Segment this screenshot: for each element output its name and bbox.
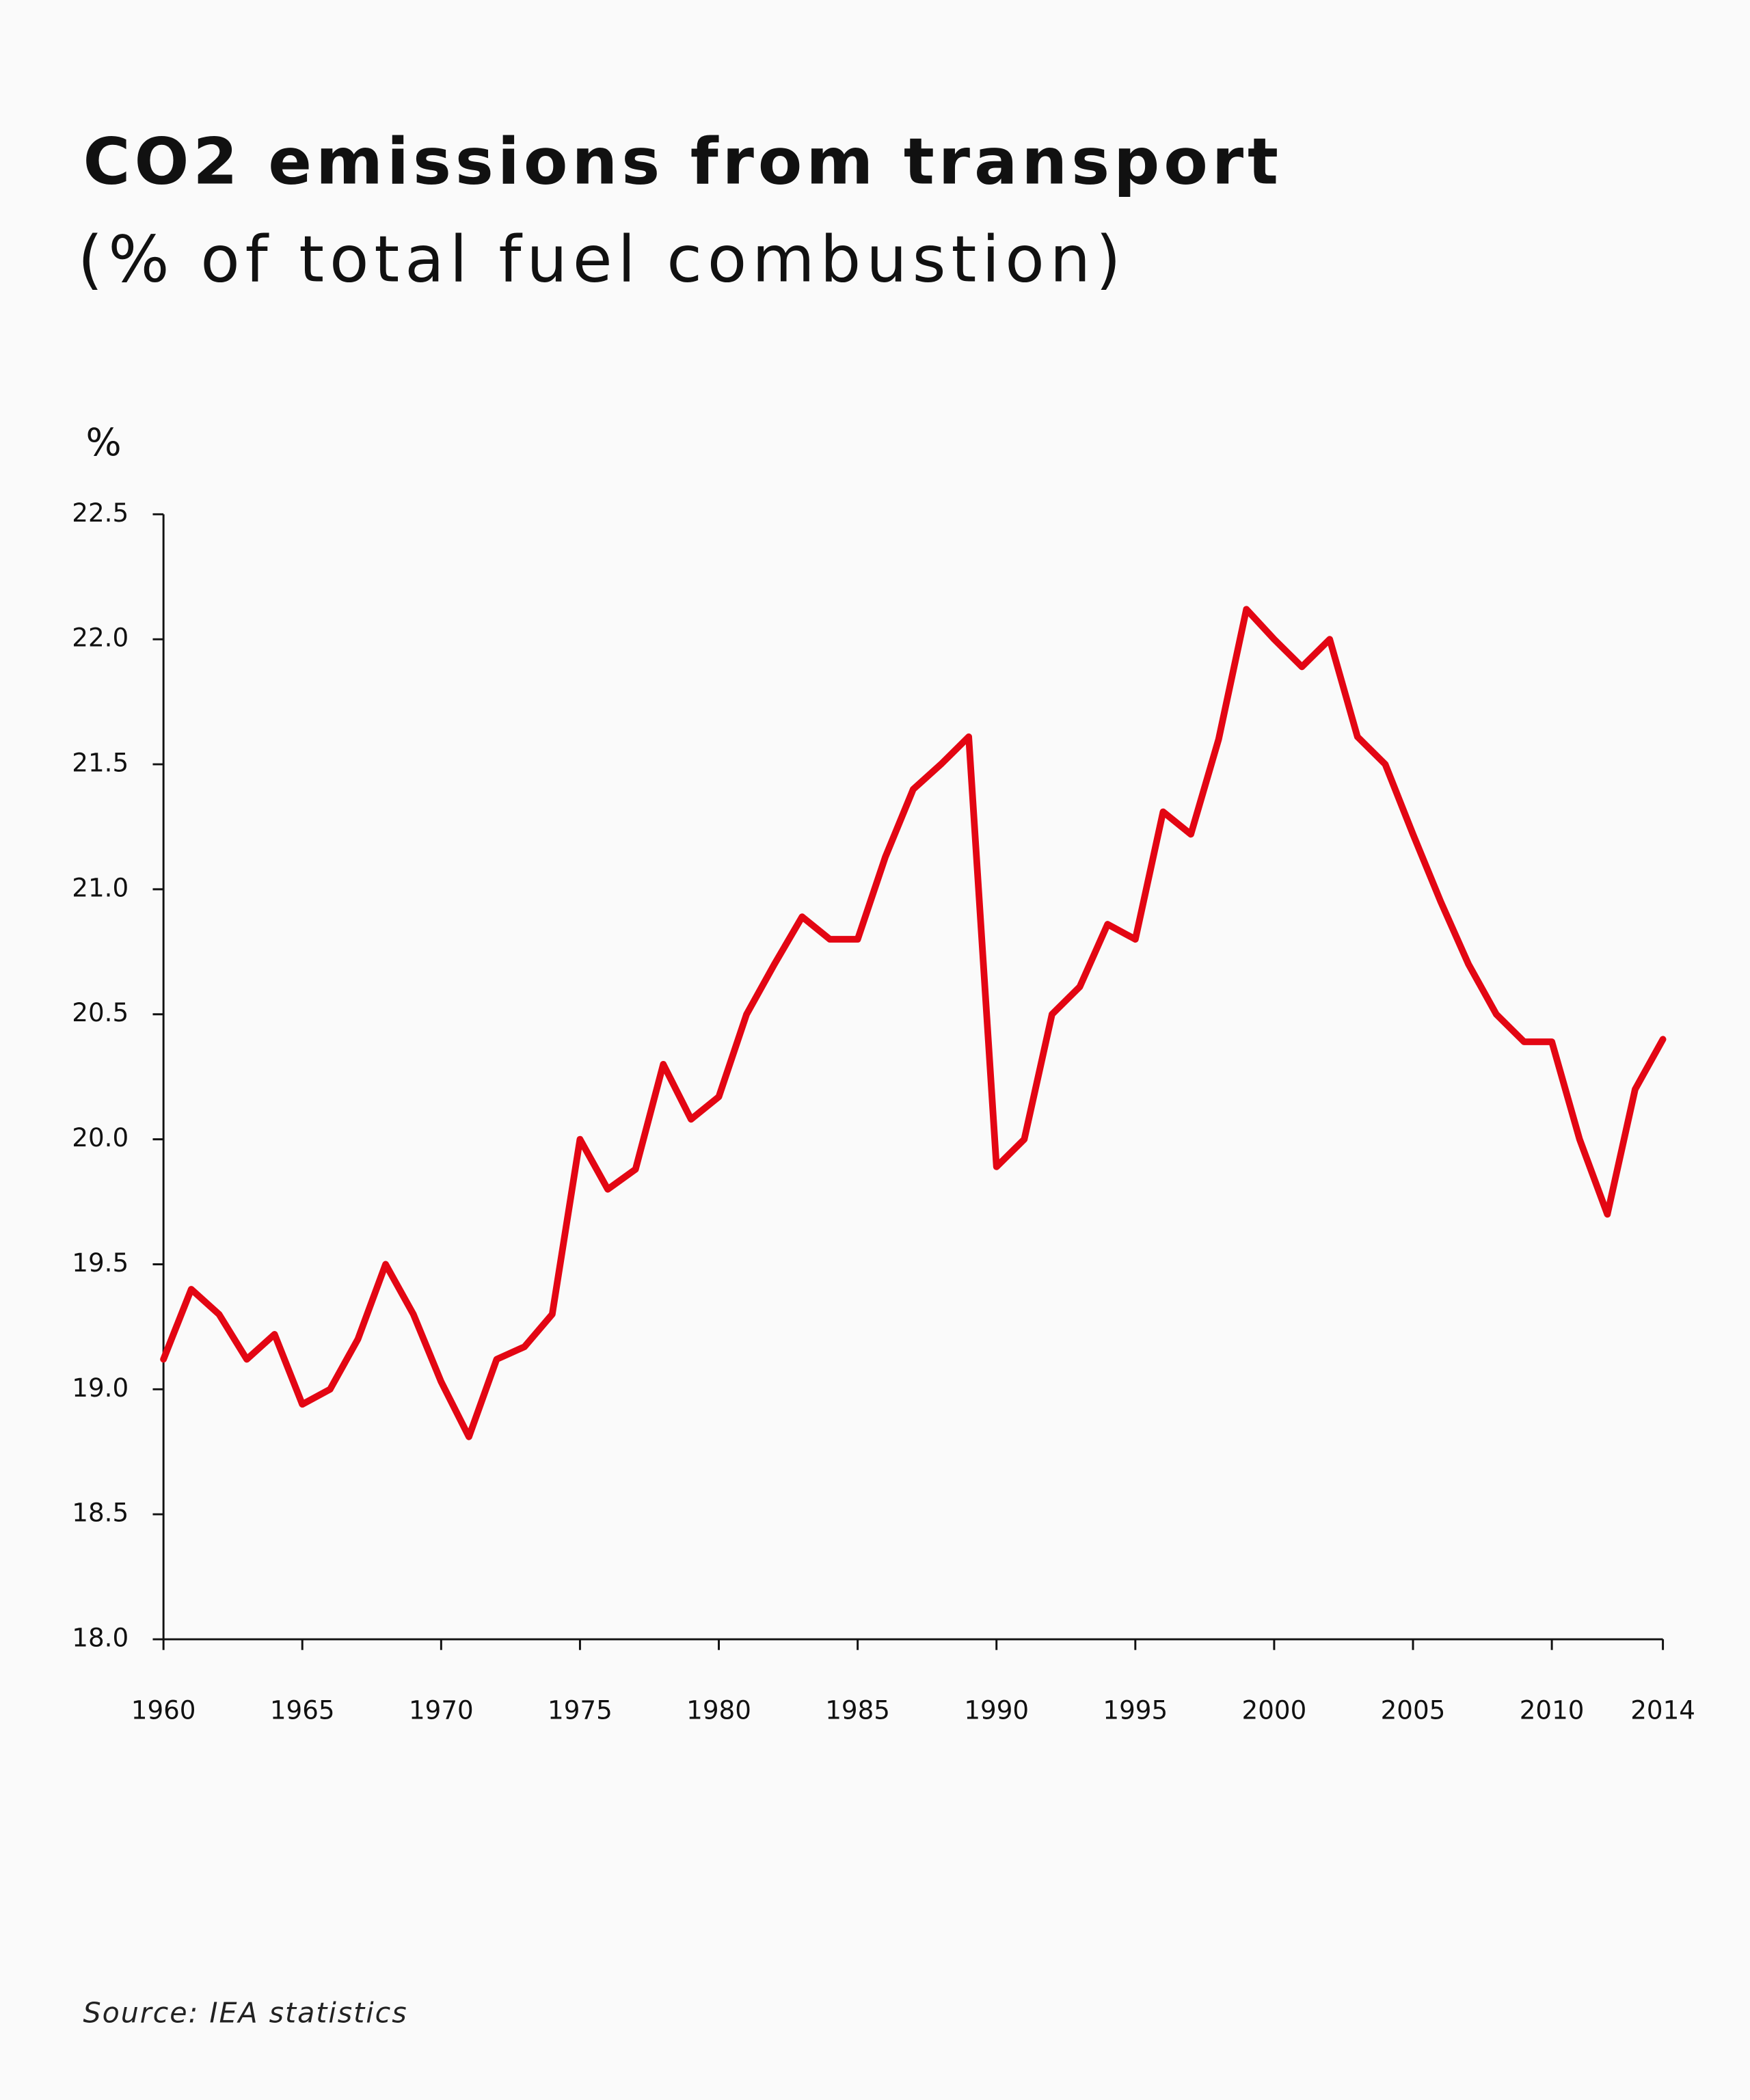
chart-title: CO2 emissions from transport	[83, 124, 1282, 199]
y-tick-label: 18.0	[72, 1623, 129, 1653]
y-tick-label: 19.5	[72, 1248, 129, 1278]
x-tick-label: 2005	[1381, 1695, 1446, 1725]
y-tick-label: 22.5	[72, 498, 129, 528]
x-tick-label: 1985	[825, 1695, 890, 1725]
x-tick-label: 1960	[131, 1695, 196, 1725]
x-tick-label: 1980	[686, 1695, 751, 1725]
y-tick-label: 21.0	[72, 872, 129, 902]
y-axis-label: %	[85, 420, 121, 464]
x-tick-label: 1990	[964, 1695, 1029, 1725]
x-tick-label: 2010	[1520, 1695, 1585, 1725]
y-tick-label: 18.5	[72, 1498, 129, 1528]
x-tick-label: 1975	[548, 1695, 612, 1725]
x-tick-label: 1970	[409, 1695, 474, 1725]
source-note: Source: IEA statistics	[83, 1996, 408, 2029]
y-tick-label: 19.0	[72, 1373, 129, 1403]
y-tick-label: 20.5	[72, 997, 129, 1027]
y-tick-label: 22.0	[72, 623, 129, 653]
y-tick-label: 20.0	[72, 1122, 129, 1153]
x-tick-label: 1995	[1103, 1695, 1168, 1725]
x-tick-label: 1965	[270, 1695, 335, 1725]
y-tick-label: 21.5	[72, 748, 129, 778]
chart-subtitle: (% of total fuel combustion)	[78, 222, 1127, 297]
x-tick-label: 2000	[1242, 1695, 1307, 1725]
x-tick-label: 2014	[1630, 1695, 1695, 1725]
data-line	[160, 606, 1667, 1440]
